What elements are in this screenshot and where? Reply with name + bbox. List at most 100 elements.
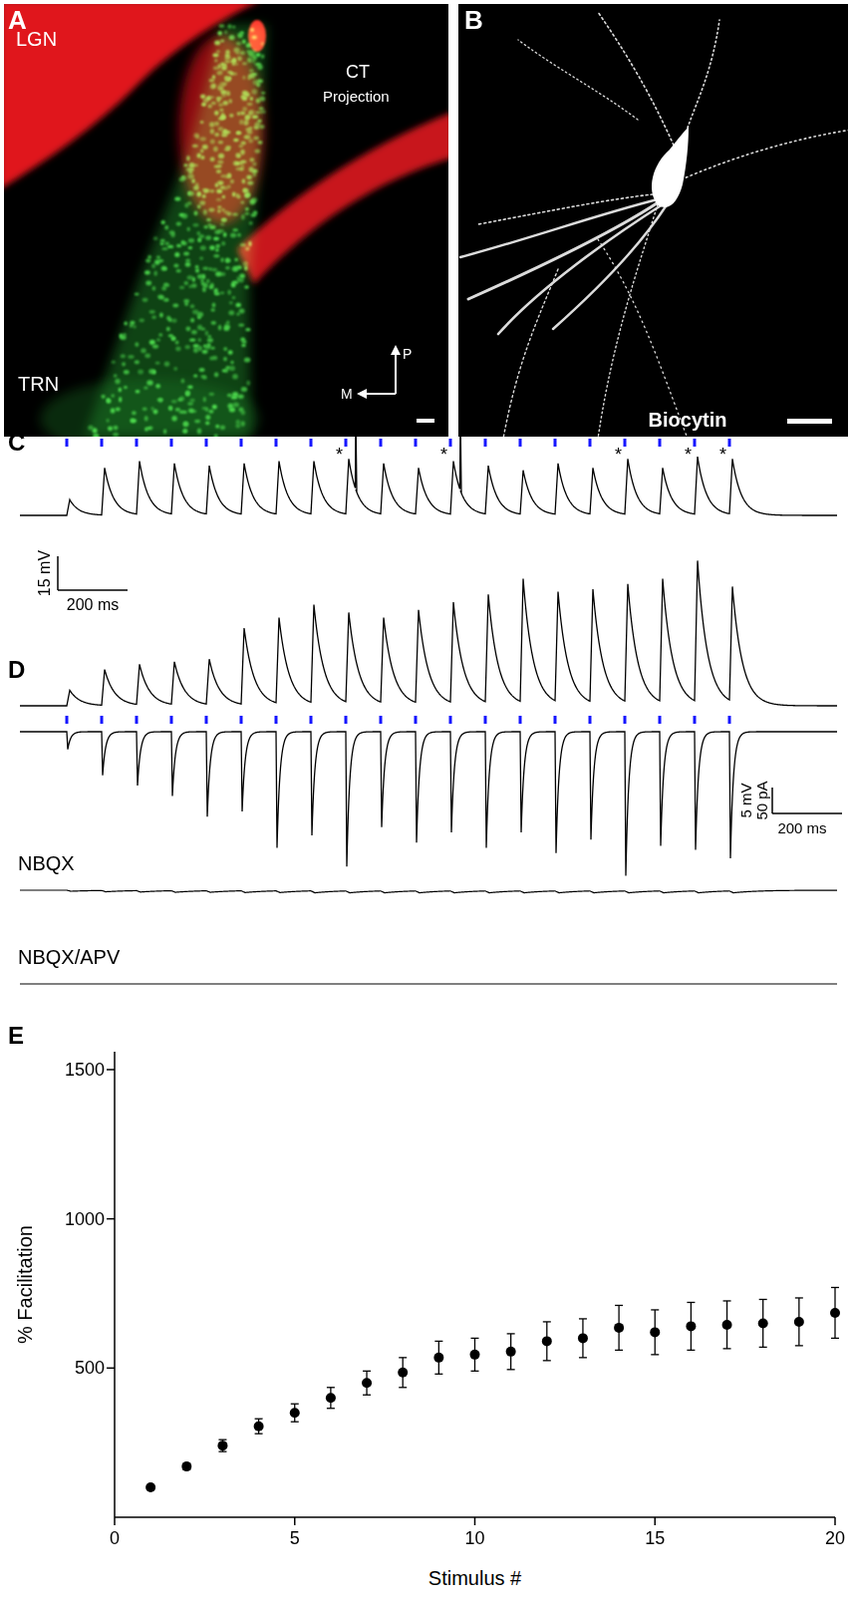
cell-dot: [181, 378, 186, 384]
x-tick: [474, 1516, 477, 1525]
scale-bar: [416, 418, 435, 423]
cell-dot: [185, 258, 191, 263]
cell-dot: [144, 415, 149, 421]
error-bar-cap: [686, 1301, 695, 1303]
cell-dot: [205, 330, 209, 336]
stimulus-marker: [135, 438, 139, 447]
cell-dot: [167, 245, 174, 249]
cell-dot: [192, 223, 199, 228]
cell-dot: [187, 401, 194, 405]
cell-dot: [146, 426, 152, 430]
asterisk: *: [614, 444, 622, 465]
cell-dot: [112, 432, 119, 437]
cell-dot: [100, 394, 105, 399]
stimulus-marker: [693, 438, 697, 447]
scale-bar: [787, 418, 833, 424]
cell-dot: [202, 349, 209, 354]
cell-dot: [163, 297, 170, 301]
cell-dot: [110, 393, 115, 398]
cell-dot: [156, 337, 161, 341]
x-tick: [834, 1516, 837, 1525]
cell-dot: [207, 337, 214, 343]
cell-dot: [150, 406, 155, 411]
data-point: [361, 1377, 372, 1388]
cell-dot: [244, 357, 251, 363]
cell-dot: [181, 240, 186, 245]
data-point: [506, 1346, 517, 1357]
cell-dot: [208, 392, 215, 396]
dendrite: [478, 194, 653, 225]
cell-dot: [113, 425, 119, 431]
cell-dot: [214, 287, 219, 294]
cell-dot: [223, 356, 228, 361]
cell-dot: [187, 385, 194, 389]
cell-dot: [220, 257, 224, 263]
error-bar-cap: [326, 1407, 335, 1409]
region-label: CT: [345, 61, 370, 82]
cell-dot: [145, 281, 152, 286]
x-tick: [113, 1516, 116, 1525]
cell-dot: [239, 274, 246, 280]
cell-dot: [131, 410, 137, 415]
stimulus-marker: [240, 438, 244, 447]
scale-label: 50 pA: [753, 780, 771, 820]
cell-dot: [152, 343, 159, 348]
error-bar-cap: [255, 1418, 264, 1420]
cell-dot: [211, 268, 218, 273]
cell-dot: [261, 91, 266, 95]
cell-dot: [201, 327, 206, 331]
condition-label: NBQX/APV: [17, 945, 121, 968]
cell-dot: [152, 285, 157, 291]
error-bar-cap: [362, 1370, 371, 1372]
cell-dot: [160, 242, 165, 246]
cell-dot: [257, 64, 263, 70]
cell-dot: [209, 356, 214, 361]
cell-dot: [92, 434, 99, 437]
cell-dot: [229, 365, 236, 371]
error-bar: [650, 1309, 659, 1355]
cell-dot: [214, 371, 220, 377]
x-tick-label: 5: [289, 1527, 300, 1548]
cell-dot: [231, 282, 237, 287]
cell-dot: [223, 346, 228, 351]
cell-dot: [181, 241, 188, 246]
asterisk: *: [684, 444, 692, 465]
cell-dot: [183, 252, 190, 257]
stimulus-marker: [588, 715, 592, 724]
stimulus-marker: [414, 438, 418, 447]
cell-dot: [111, 360, 116, 364]
cell-dot: [232, 24, 237, 28]
data-point: [145, 1481, 156, 1492]
cell-dot: [207, 342, 212, 347]
error-bar-cap: [290, 1403, 299, 1405]
cell-dot: [194, 419, 201, 424]
cell-dot: [134, 292, 140, 296]
cell-dot: [202, 283, 209, 288]
cell-dot: [202, 406, 208, 410]
panel-letter: D: [7, 655, 25, 683]
condition-label: NBQX: [17, 852, 75, 874]
cell-dot: [239, 307, 246, 313]
stimulus-marker: [554, 438, 558, 447]
cell-dot: [188, 284, 193, 288]
dendrite: [597, 204, 658, 437]
x-tick-label: 15: [644, 1527, 665, 1548]
stimulus-marker: [65, 715, 69, 724]
cell-dot: [245, 207, 250, 211]
cell-dot: [139, 317, 145, 322]
cell-dot: [190, 398, 196, 403]
voltage-trace: [19, 560, 838, 706]
data-point: [397, 1367, 408, 1378]
cell-dot: [189, 338, 196, 342]
cell-dot: [206, 279, 211, 284]
error-bar-cap: [759, 1298, 768, 1300]
error-bar-cap: [831, 1286, 840, 1288]
cell-dot: [228, 403, 235, 409]
cell-dot: [169, 405, 174, 411]
cell-dot: [185, 262, 192, 268]
error-bar: [290, 1403, 299, 1421]
trn-red-overlap: [179, 34, 264, 225]
cell-dot: [174, 197, 181, 202]
scale-label: 5 mV: [737, 782, 755, 818]
stimulus-marker: [240, 715, 244, 724]
